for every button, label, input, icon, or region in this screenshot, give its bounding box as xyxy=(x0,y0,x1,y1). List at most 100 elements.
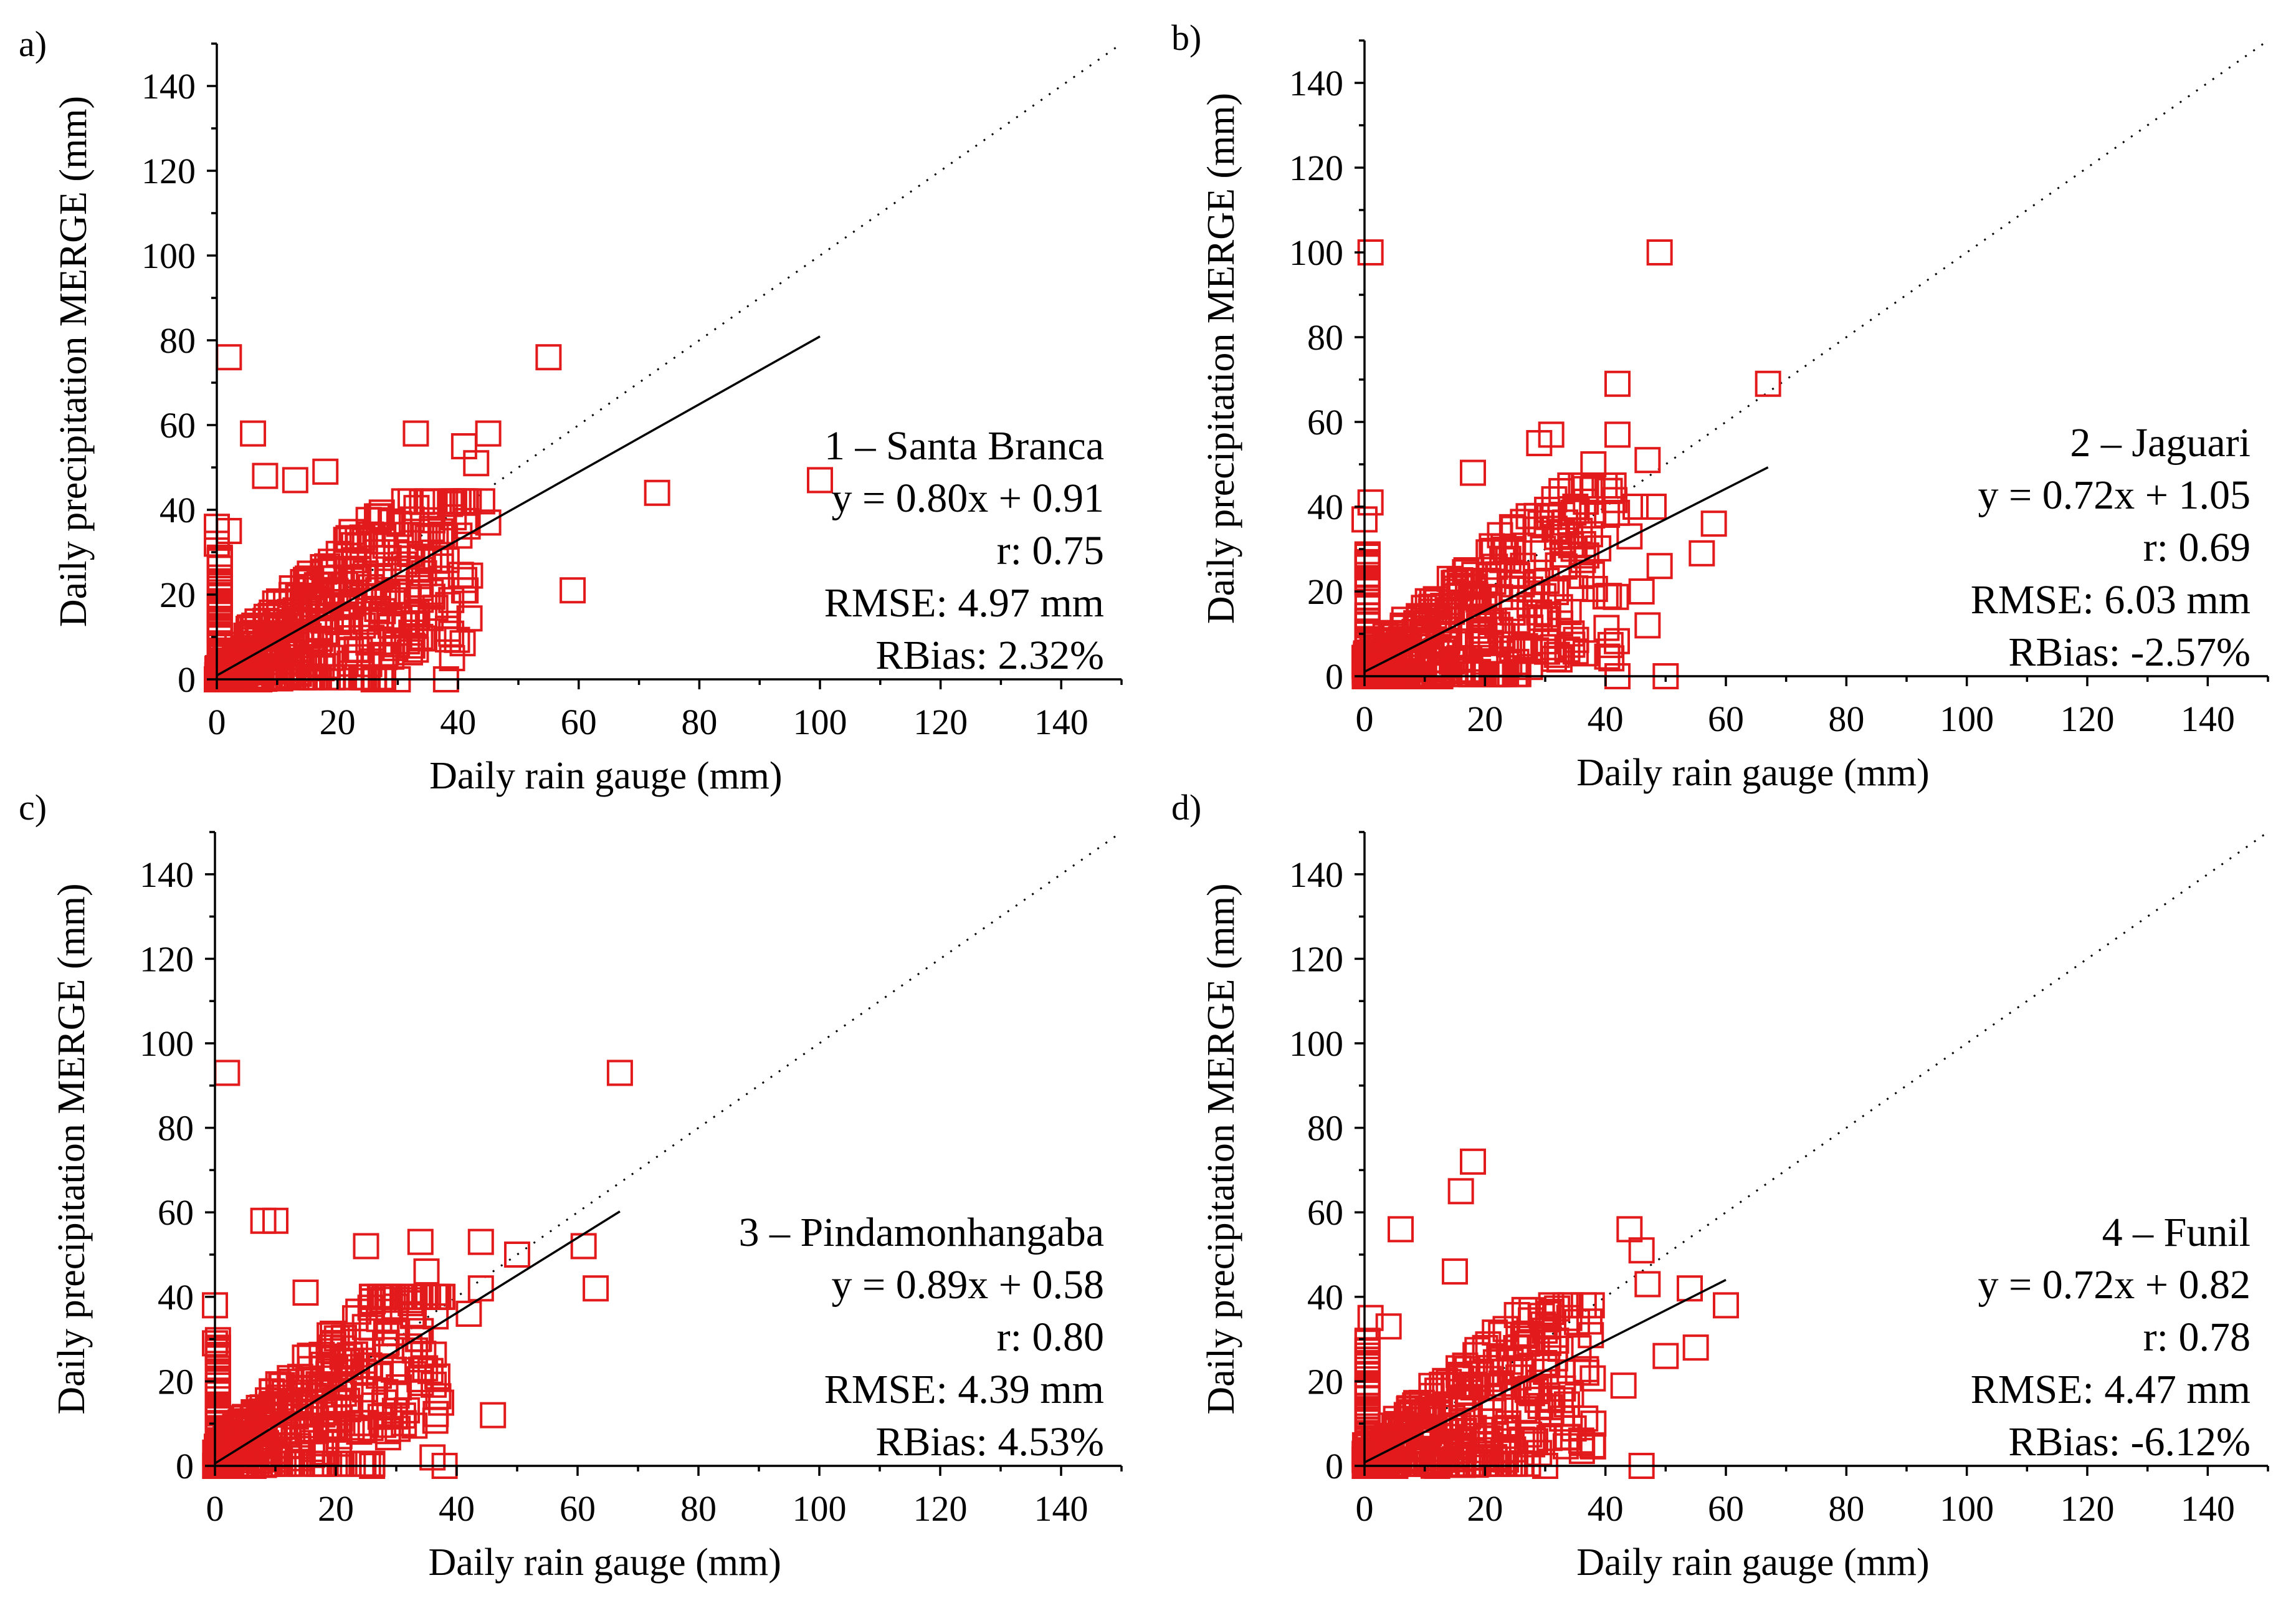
data-point xyxy=(404,604,431,631)
data-point xyxy=(1498,562,1525,588)
data-point xyxy=(399,632,426,659)
data-point-outlier xyxy=(463,450,490,477)
data-point xyxy=(257,1396,283,1423)
data-point-outlier xyxy=(606,1060,633,1086)
data-point xyxy=(1353,1450,1379,1477)
data-point xyxy=(408,543,435,570)
data-point xyxy=(1464,1337,1491,1364)
data-point xyxy=(1383,1405,1409,1432)
data-point-outlier xyxy=(1460,459,1486,486)
y-tick-label: 40 xyxy=(1307,487,1343,527)
data-point xyxy=(422,547,449,574)
data-point xyxy=(446,522,473,549)
data-point xyxy=(1562,575,1589,602)
x-tick-label: 40 xyxy=(1588,699,1624,739)
data-point xyxy=(425,1383,452,1410)
data-point-outlier xyxy=(535,344,562,371)
data-point-outlier xyxy=(1447,1178,1474,1205)
station-name: 1 – Santa Branca xyxy=(824,423,1104,469)
data-point xyxy=(285,584,312,611)
data-point xyxy=(1426,611,1452,638)
data-point-outlier xyxy=(403,420,429,447)
y-tick-label: 60 xyxy=(1307,1192,1343,1233)
data-point-outlier xyxy=(312,458,339,485)
data-point xyxy=(1523,637,1550,664)
data-point xyxy=(1510,1323,1536,1349)
data-point xyxy=(1572,640,1599,667)
y-tick-label: 120 xyxy=(141,151,196,191)
x-tick-label: 140 xyxy=(2181,1488,2235,1529)
data-point xyxy=(229,1450,256,1477)
data-point xyxy=(1594,643,1621,670)
data-point xyxy=(206,564,233,591)
data-point xyxy=(269,638,296,665)
data-point xyxy=(410,1341,437,1367)
data-point-outlier xyxy=(1634,1271,1661,1298)
x-tick-label: 100 xyxy=(793,1488,847,1529)
data-point xyxy=(1543,641,1570,668)
data-point xyxy=(350,1450,377,1477)
scatter-points xyxy=(1351,1148,1739,1479)
data-point xyxy=(1546,594,1573,621)
data-point xyxy=(1536,1394,1563,1420)
y-tick-label: 40 xyxy=(1307,1277,1343,1318)
data-point xyxy=(1461,562,1488,588)
y-tick-label: 0 xyxy=(1325,1446,1343,1486)
data-point-outlier xyxy=(216,344,242,371)
regression-line xyxy=(1364,1278,1727,1464)
data-point xyxy=(341,1305,368,1332)
data-point xyxy=(309,1450,336,1477)
y-axis-title: Daily precipitation MERGE (mm) xyxy=(50,883,93,1414)
x-tick-label: 40 xyxy=(1588,1488,1624,1529)
x-tick-label: 80 xyxy=(680,1488,717,1529)
data-point xyxy=(212,1425,239,1452)
y-tick-label: 20 xyxy=(158,1361,194,1402)
data-point-outlier xyxy=(644,479,670,506)
x-tick-label: 60 xyxy=(1708,699,1744,739)
data-point xyxy=(204,1400,231,1427)
data-point-outlier xyxy=(1622,494,1649,520)
data-point xyxy=(1553,1424,1580,1451)
regression-equation: y = 0.72x + 0.82 xyxy=(1978,1262,2251,1308)
y-tick-label: 120 xyxy=(140,939,194,979)
data-point-outlier xyxy=(1646,239,1673,266)
data-point xyxy=(311,558,338,585)
data-point xyxy=(302,664,329,691)
data-point-outlier xyxy=(1610,1372,1637,1399)
panel-label: d) xyxy=(1171,787,1201,828)
x-axis-title: Daily rain gauge (mm) xyxy=(1576,752,1929,794)
regression-equation: y = 0.89x + 0.58 xyxy=(832,1262,1104,1308)
data-point xyxy=(356,1352,383,1379)
data-point xyxy=(1593,615,1620,641)
data-point xyxy=(1536,504,1563,530)
data-point xyxy=(1493,1415,1520,1442)
data-point xyxy=(1552,509,1579,536)
data-point xyxy=(343,636,370,663)
panel-1: a) 0 20 40 60 80 100 120 140 0 20 40 60 80 100 120 140 Da… xyxy=(19,24,1123,797)
data-point xyxy=(1557,472,1584,499)
data-point-outlier xyxy=(480,1402,507,1428)
x-tick-label: 0 xyxy=(206,1488,224,1529)
regression-equation: y = 0.72x + 1.05 xyxy=(1978,472,2251,518)
data-point xyxy=(1398,1399,1425,1425)
data-point xyxy=(294,1416,321,1443)
data-point-outlier xyxy=(1562,494,1589,520)
data-point xyxy=(265,643,292,670)
data-point-outlier xyxy=(469,488,495,515)
data-point xyxy=(1497,1348,1524,1375)
data-point-outlier xyxy=(1628,1237,1655,1264)
data-point xyxy=(1490,533,1517,560)
data-point xyxy=(1354,1337,1381,1364)
data-point xyxy=(350,1450,376,1477)
data-point xyxy=(351,1314,378,1341)
x-tick-label: 20 xyxy=(320,702,356,742)
data-point xyxy=(212,664,239,691)
x-tick-label: 120 xyxy=(913,1488,968,1529)
y-axis-title: Daily precipitation MERGE (mm) xyxy=(52,96,95,627)
y-tick-label: 80 xyxy=(160,320,196,361)
data-point xyxy=(381,1397,408,1424)
y-tick-label: 100 xyxy=(140,1023,194,1064)
data-point xyxy=(1448,1365,1475,1392)
data-point-outlier xyxy=(1526,430,1553,456)
x-tick-label: 20 xyxy=(1467,699,1503,739)
